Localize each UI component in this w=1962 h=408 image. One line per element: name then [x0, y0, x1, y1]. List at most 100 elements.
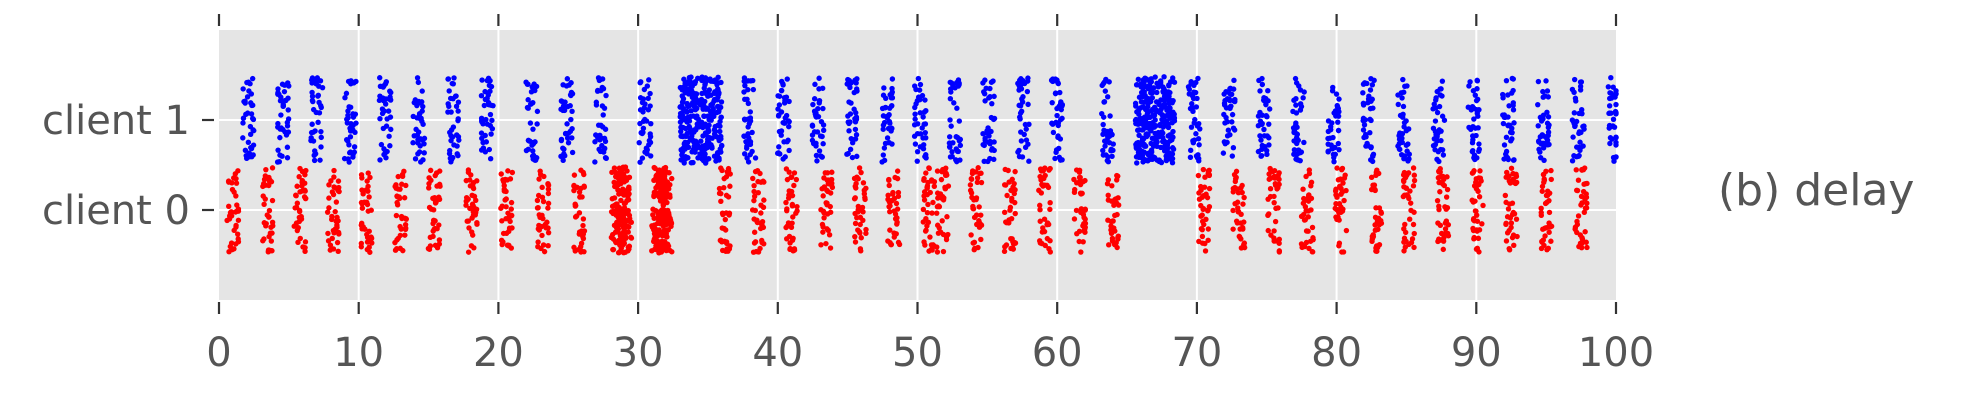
data-point: [1584, 244, 1590, 251]
data-point: [1199, 218, 1206, 225]
data-point: [793, 210, 799, 216]
data-point: [1012, 210, 1018, 217]
data-point: [261, 180, 267, 187]
data-point: [268, 247, 274, 254]
data-point: [234, 231, 241, 237]
data-point: [1471, 116, 1477, 122]
data-point: [638, 79, 644, 85]
data-point: [1241, 219, 1247, 225]
data-point: [970, 240, 976, 246]
data-point: [1474, 228, 1480, 234]
data-point: [1432, 128, 1439, 135]
data-point: [1608, 123, 1614, 130]
data-point: [1605, 84, 1612, 90]
data-point: [1171, 111, 1177, 117]
data-point: [1196, 238, 1202, 245]
data-point: [852, 210, 858, 217]
data-point: [1443, 194, 1450, 200]
data-point: [681, 76, 687, 82]
data-point: [1376, 221, 1382, 228]
data-point: [1404, 148, 1410, 154]
data-point: [600, 86, 607, 92]
data-point: [813, 152, 820, 159]
data-point: [1325, 135, 1331, 142]
data-point: [698, 102, 704, 108]
data-point: [579, 194, 585, 200]
data-point: [1369, 238, 1375, 245]
data-point: [624, 193, 631, 199]
data-point: [378, 141, 385, 148]
data-point: [593, 132, 599, 138]
data-point: [1198, 226, 1205, 232]
data-point: [1569, 158, 1576, 164]
data-point: [266, 207, 273, 214]
data-point: [352, 129, 358, 136]
data-point: [331, 167, 337, 174]
data-point: [1473, 246, 1480, 252]
data-point: [358, 244, 364, 250]
data-point: [469, 201, 476, 207]
data-point: [1192, 116, 1198, 123]
data-point: [890, 191, 896, 197]
data-point: [1336, 217, 1342, 223]
data-point: [1401, 124, 1407, 130]
data-point: [1017, 77, 1023, 84]
data-point: [778, 87, 785, 94]
data-point: [328, 178, 334, 184]
data-point: [302, 172, 308, 178]
data-point: [776, 102, 783, 108]
data-point: [1477, 168, 1483, 174]
data-point: [1309, 224, 1316, 231]
data-point: [470, 180, 477, 186]
data-point: [602, 126, 609, 132]
data-point: [1581, 165, 1588, 171]
data-point: [947, 140, 954, 147]
data-point: [421, 141, 427, 147]
data-point: [669, 175, 675, 182]
data-point: [333, 185, 339, 191]
data-point: [1141, 118, 1147, 125]
data-point: [1471, 168, 1477, 174]
data-point: [1232, 200, 1238, 207]
data-point: [1221, 111, 1227, 118]
data-point: [232, 171, 239, 177]
data-point: [1186, 86, 1193, 92]
data-point: [1040, 225, 1046, 231]
data-point: [895, 239, 902, 246]
data-point: [403, 182, 409, 189]
data-point: [978, 179, 985, 186]
data-point: [297, 235, 303, 242]
data-point: [399, 181, 405, 187]
data-point: [1135, 76, 1142, 83]
data-point: [1139, 137, 1146, 144]
data-point: [480, 139, 486, 146]
data-point: [1001, 209, 1008, 216]
data-point: [618, 190, 624, 197]
data-point: [309, 77, 315, 83]
data-point: [819, 154, 825, 160]
data-point: [776, 144, 782, 150]
data-point: [702, 154, 708, 160]
data-point: [760, 204, 767, 210]
data-point: [1303, 197, 1310, 203]
data-point: [1037, 166, 1044, 172]
data-point: [299, 177, 306, 184]
data-point: [1002, 243, 1008, 250]
data-point: [742, 82, 748, 89]
data-point: [854, 153, 860, 160]
data-point: [228, 240, 235, 246]
data-point: [1439, 78, 1446, 84]
data-point: [231, 246, 237, 252]
data-point: [1042, 165, 1048, 171]
data-point: [1572, 95, 1579, 101]
data-point: [1161, 74, 1167, 80]
data-point: [446, 88, 452, 94]
data-point: [1395, 143, 1401, 149]
data-point: [1548, 176, 1554, 183]
data-point: [881, 145, 888, 151]
x-tick-label: 70: [1171, 330, 1222, 376]
data-point: [1189, 101, 1195, 107]
data-point: [1149, 86, 1155, 93]
data-point: [1205, 168, 1212, 174]
data-point: [509, 225, 515, 231]
